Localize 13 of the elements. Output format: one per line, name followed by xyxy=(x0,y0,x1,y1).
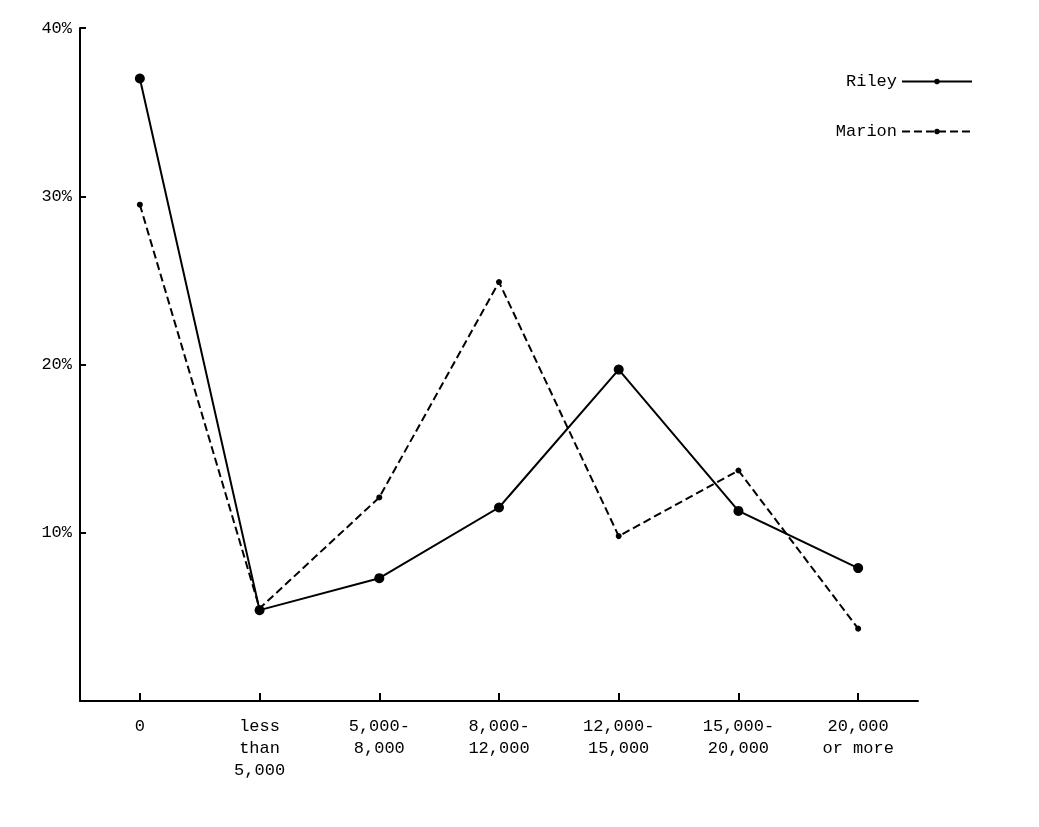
x-tick-label: less than 5,000 xyxy=(234,716,286,780)
x-tick-label: 15,000- 20,000 xyxy=(702,716,775,758)
x-tick-label: 12,000- 15,000 xyxy=(583,716,655,758)
legend-label: Marion xyxy=(835,122,897,141)
x-tick-label: 5,000- 8,000 xyxy=(348,716,410,758)
x-tick-label: 0 xyxy=(134,716,145,736)
x-tick-label: 20,000 or more xyxy=(822,716,894,758)
x-tick-label: 8,000- 12,000 xyxy=(468,716,530,758)
y-tick-label: 30% xyxy=(41,186,73,206)
legend-label: Riley xyxy=(845,72,897,91)
y-tick-label: 20% xyxy=(41,355,73,374)
y-tick-label: 10% xyxy=(41,523,73,543)
y-tick-label: 40% xyxy=(41,18,73,38)
